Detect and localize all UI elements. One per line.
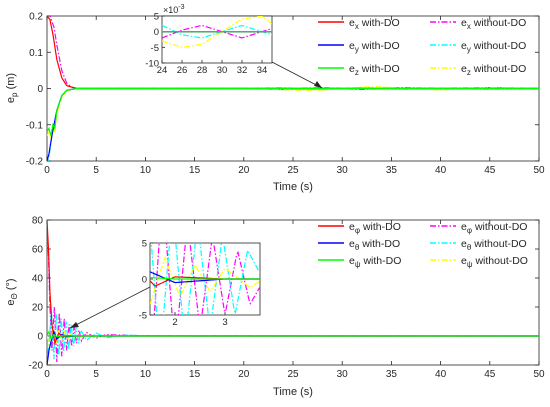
x-tick-label: 0 [44,165,50,176]
legend-bottom: eφ with-DO eφ without-DO eθ with-DO eθ with… [318,221,528,269]
inset-series-lines-bottom [150,243,260,315]
y-tick-label: 20 [32,303,44,314]
inset-x-tick-label: 30 [217,65,228,76]
legend-label: ey with-DO [349,40,400,54]
legend-label: eφ with-DO [349,221,401,235]
y-axis-label-top: ep (m) [5,73,19,103]
legend-label: eφ without-DO [461,221,527,235]
inset-y-tick-label: 0 [154,27,159,38]
inset-pointer-arrowhead-bottom [70,322,79,328]
inset-series-line-ez_noDO [162,16,272,48]
series-lines-top [47,16,539,161]
inset-x-tick-label: 24 [157,65,168,76]
x-tick-label: 20 [238,369,250,380]
x-tick-label: 50 [533,369,545,380]
legend-label: ez with-DO [349,63,400,77]
x-tick-label: 5 [93,369,99,380]
chart-top: 0 5 10 15 20 25 30 35 40 45 50 -0.2-0.100.10.2 Tim… [5,4,545,193]
legend-label: eψ with-DO [349,255,401,269]
y-tick-label: 40 [32,274,44,285]
y-tick-label: 0 [37,332,43,343]
inset-x-tick-label: 3 [222,317,227,328]
inset-y-tick-label: 0 [142,275,147,286]
x-tick-label: 10 [140,369,152,380]
x-ticks-bottom: 0 5 10 15 20 25 30 35 40 45 50 [44,220,545,380]
y-tick-label: 0.2 [29,12,43,23]
legend-label: eψ without-DO [461,255,528,269]
plot-area-bottom [46,219,540,366]
y-tick-label: 60 [32,245,44,256]
inset-x-tick-label: 2 [172,317,177,328]
y-tick-label: -0.2 [26,157,44,168]
inset-series-lines-top [162,16,272,48]
inset-x-tick-label: 26 [177,65,188,76]
x-tick-label: 20 [238,165,250,176]
inset-y-tick-label: -10 [145,59,159,70]
legend-label: ey without-DO [461,40,526,54]
legend-label: ex with-DO [349,17,400,31]
x-tick-label: 5 [93,165,99,176]
inset-pointer-arrow-bottom [69,286,151,329]
y-ticks-top: -0.2 -0.1 0 0.1 0.2 [26,12,539,168]
legend-label: eθ with-DO [349,238,400,252]
x-tick-label: 35 [386,369,398,380]
legend-top: ex with-DO ex without-DO ey with-DO ey with… [318,17,526,77]
x-axis-label-bottom: Time (s) [273,386,313,398]
inset-series-line-ex_noDO [162,24,272,39]
x-tick-label: 30 [337,165,349,176]
inset-series-line-ey_noDO [162,24,272,39]
inset-y-tick-label: -5 [139,311,147,322]
inset-x-tick-label: 32 [237,65,248,76]
y-tick-label: 80 [32,216,44,227]
inset-y-tick-label: -5 [151,43,159,54]
x-tick-label: 25 [287,165,299,176]
legend-label: ex without-DO [461,17,526,31]
series-lines-bottom [47,220,539,365]
x-tick-label: 15 [189,165,201,176]
series-line-ez_DO [47,87,539,136]
x-tick-label: 45 [484,165,496,176]
x-tick-label: 40 [435,165,447,176]
x-tick-label: 50 [533,165,545,176]
inset-y-tick-label: 5 [142,239,147,250]
inset-pointer-arrowhead-top [314,81,322,88]
x-tick-label: 30 [337,369,349,380]
inset-series-line-epsi_noDO [150,256,260,305]
y-tick-label: -0.1 [26,120,44,131]
x-axis-label-top: Time (s) [273,181,313,193]
y-tick-label: 0.1 [29,48,43,59]
legend-label: eθ without-DO [461,238,527,252]
inset-exponent-label: ×10-3 [163,4,185,15]
inset-pointer-arrow-top [271,61,323,89]
legend-label: ez without-DO [461,63,526,77]
inset-top: 24 26 28 30 32 34 5 0 -5 -10 ×10-3 [145,4,273,76]
y-tick-label: -20 [29,361,44,372]
inset-series-line-epsi_DO [150,276,260,280]
inset-x-tick-label: 34 [257,65,268,76]
x-tick-label: 0 [44,369,50,380]
x-tick-label: 10 [140,165,152,176]
inset-x-tick-label: 28 [197,65,208,76]
x-tick-label: 35 [386,165,398,176]
x-tick-label: 40 [435,369,447,380]
y-axis-label-bottom: eΘ (°) [5,278,19,305]
x-tick-label: 25 [287,369,299,380]
x-tick-label: 15 [189,369,201,380]
inset-series-line-etheta_noDO [150,243,260,315]
inset-y-tick-label: 5 [154,12,159,23]
y-tick-label: 0 [37,84,43,95]
inset-plot-area-top [161,15,273,64]
x-tick-label: 45 [484,369,496,380]
inset-x-ticks-top: 24 26 28 30 32 34 [157,60,268,76]
series-line-epsi_DO [47,329,539,341]
